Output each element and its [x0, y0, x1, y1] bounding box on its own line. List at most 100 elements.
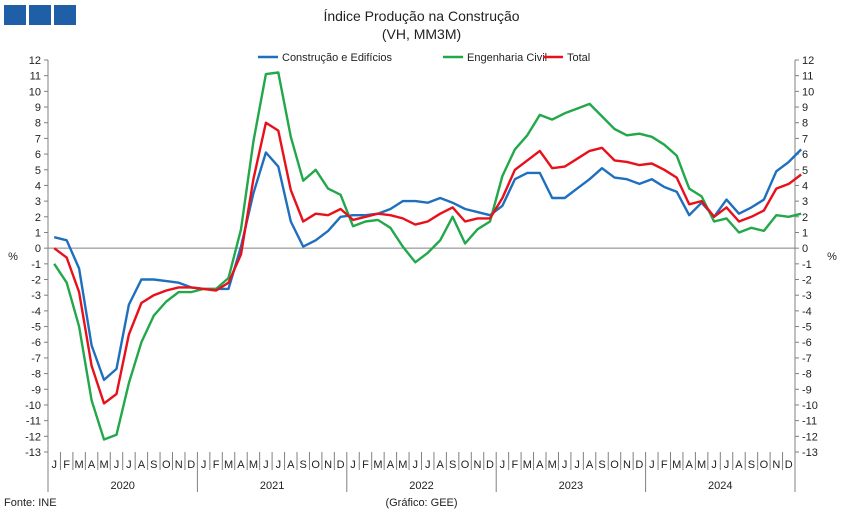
series-line-construção-e-edifícios [53, 148, 803, 382]
x-tick-label: J [413, 459, 419, 471]
y-tick-label-right: 4 [802, 180, 808, 192]
y-tick-label-left: 10 [29, 86, 41, 98]
x-tick-label: O [311, 459, 320, 471]
x-tick-label: A [387, 459, 395, 471]
y-tick-label-right: -1 [802, 259, 812, 271]
x-tick-label: A [536, 459, 544, 471]
x-tick-label: F [661, 459, 668, 471]
x-tick-label: F [512, 459, 519, 471]
y-axis-label-left: % [8, 251, 18, 263]
y-tick-label-left: -10 [25, 400, 41, 412]
x-tick-label: M [672, 459, 681, 471]
x-tick-label: J [425, 459, 431, 471]
x-tick-label: N [474, 459, 482, 471]
x-tick-label: D [635, 459, 643, 471]
x-tick-label: O [162, 459, 171, 471]
x-tick-label: A [287, 459, 295, 471]
x-tick-label: D [785, 459, 793, 471]
x-tick-label: S [300, 459, 307, 471]
x-tick-label: J [724, 459, 730, 471]
y-tick-label-left: 9 [35, 102, 41, 114]
x-tick-label: J [562, 459, 568, 471]
x-tick-label: D [187, 459, 195, 471]
x-tick-label: M [523, 459, 532, 471]
x-tick-label: J [126, 459, 132, 471]
x-tick-label: N [175, 459, 183, 471]
x-tick-label: S [748, 459, 755, 471]
x-tick-label: F [213, 459, 220, 471]
x-tick-label: N [623, 459, 631, 471]
y-tick-label-left: 6 [35, 149, 41, 161]
y-axis-label-right: % [827, 251, 837, 263]
y-tick-label-right: -13 [802, 447, 818, 459]
y-tick-label-right: -2 [802, 275, 812, 287]
y-tick-label-left: -7 [31, 353, 41, 365]
y-tick-label-right: 7 [802, 133, 808, 145]
y-tick-label-right: -11 [802, 416, 817, 428]
x-tick-label: A [88, 459, 96, 471]
y-tick-label-right: -6 [802, 337, 812, 349]
x-year-label: 2023 [559, 480, 583, 492]
y-tick-label-right: 1 [802, 227, 808, 239]
y-tick-label-left: 0 [35, 243, 41, 255]
x-tick-label: J [500, 459, 506, 471]
logo-block [29, 5, 51, 25]
chart-subtitle: (VH, MM3M) [381, 26, 462, 42]
x-tick-label: F [362, 459, 369, 471]
x-tick-label: F [63, 459, 70, 471]
logo-block [54, 5, 76, 25]
y-tick-label-left: 4 [35, 180, 41, 192]
y-tick-label-left: 12 [29, 55, 41, 67]
y-tick-label-left: -3 [31, 290, 41, 302]
y-tick-label-right: -10 [802, 400, 818, 412]
x-tick-label: M [548, 459, 557, 471]
y-tick-label-left: -8 [31, 369, 41, 381]
y-tick-label-right: -8 [802, 369, 812, 381]
x-tick-label: J [276, 459, 282, 471]
x-tick-label: D [486, 459, 494, 471]
y-tick-label-right: 0 [802, 243, 808, 255]
x-tick-label: J [51, 459, 57, 471]
y-tick-label-right: 8 [802, 118, 808, 130]
x-tick-label: A [237, 459, 245, 471]
legend-label: Construção e Edifícios [282, 52, 393, 64]
x-year-label: 2021 [260, 480, 284, 492]
x-tick-label: O [610, 459, 619, 471]
x-tick-label: J [201, 459, 207, 471]
x-tick-label: A [138, 459, 146, 471]
x-year-label: 2024 [708, 480, 732, 492]
x-tick-label: A [437, 459, 445, 471]
y-tick-label-right: -12 [802, 431, 818, 443]
source-note: Fonte: INE [4, 497, 57, 509]
x-tick-label: M [75, 459, 84, 471]
series-line-total [53, 121, 802, 405]
x-tick-label: D [337, 459, 345, 471]
x-tick-label: N [772, 459, 780, 471]
y-tick-label-left: 1 [35, 227, 41, 239]
y-tick-label-left: 7 [35, 133, 41, 145]
x-tick-label: J [350, 459, 356, 471]
y-tick-label-right: 9 [802, 102, 808, 114]
x-tick-label: M [224, 459, 233, 471]
y-tick-label-left: 2 [35, 212, 41, 224]
x-tick-label: J [263, 459, 269, 471]
x-year-label: 2020 [110, 480, 134, 492]
series-line-engenharia-civil [53, 71, 802, 441]
y-tick-label-left: 3 [35, 196, 41, 208]
y-tick-label-left: -13 [25, 447, 41, 459]
y-tick-label-right: 2 [802, 212, 808, 224]
x-tick-label: M [697, 459, 706, 471]
y-tick-label-left: -6 [31, 337, 41, 349]
chart-credit: (Gráfico: GEE) [385, 497, 458, 509]
x-tick-label: O [760, 459, 769, 471]
y-tick-label-left: -4 [31, 306, 41, 318]
y-tick-label-right: -7 [802, 353, 812, 365]
y-tick-label-left: -12 [25, 431, 41, 443]
x-tick-label: M [99, 459, 108, 471]
y-tick-label-right: 6 [802, 149, 808, 161]
y-tick-label-right: 12 [802, 55, 814, 67]
y-tick-label-left: -2 [31, 275, 41, 287]
x-tick-label: A [686, 459, 694, 471]
x-tick-label: J [114, 459, 120, 471]
legend-label: Engenharia Civil [467, 52, 547, 64]
